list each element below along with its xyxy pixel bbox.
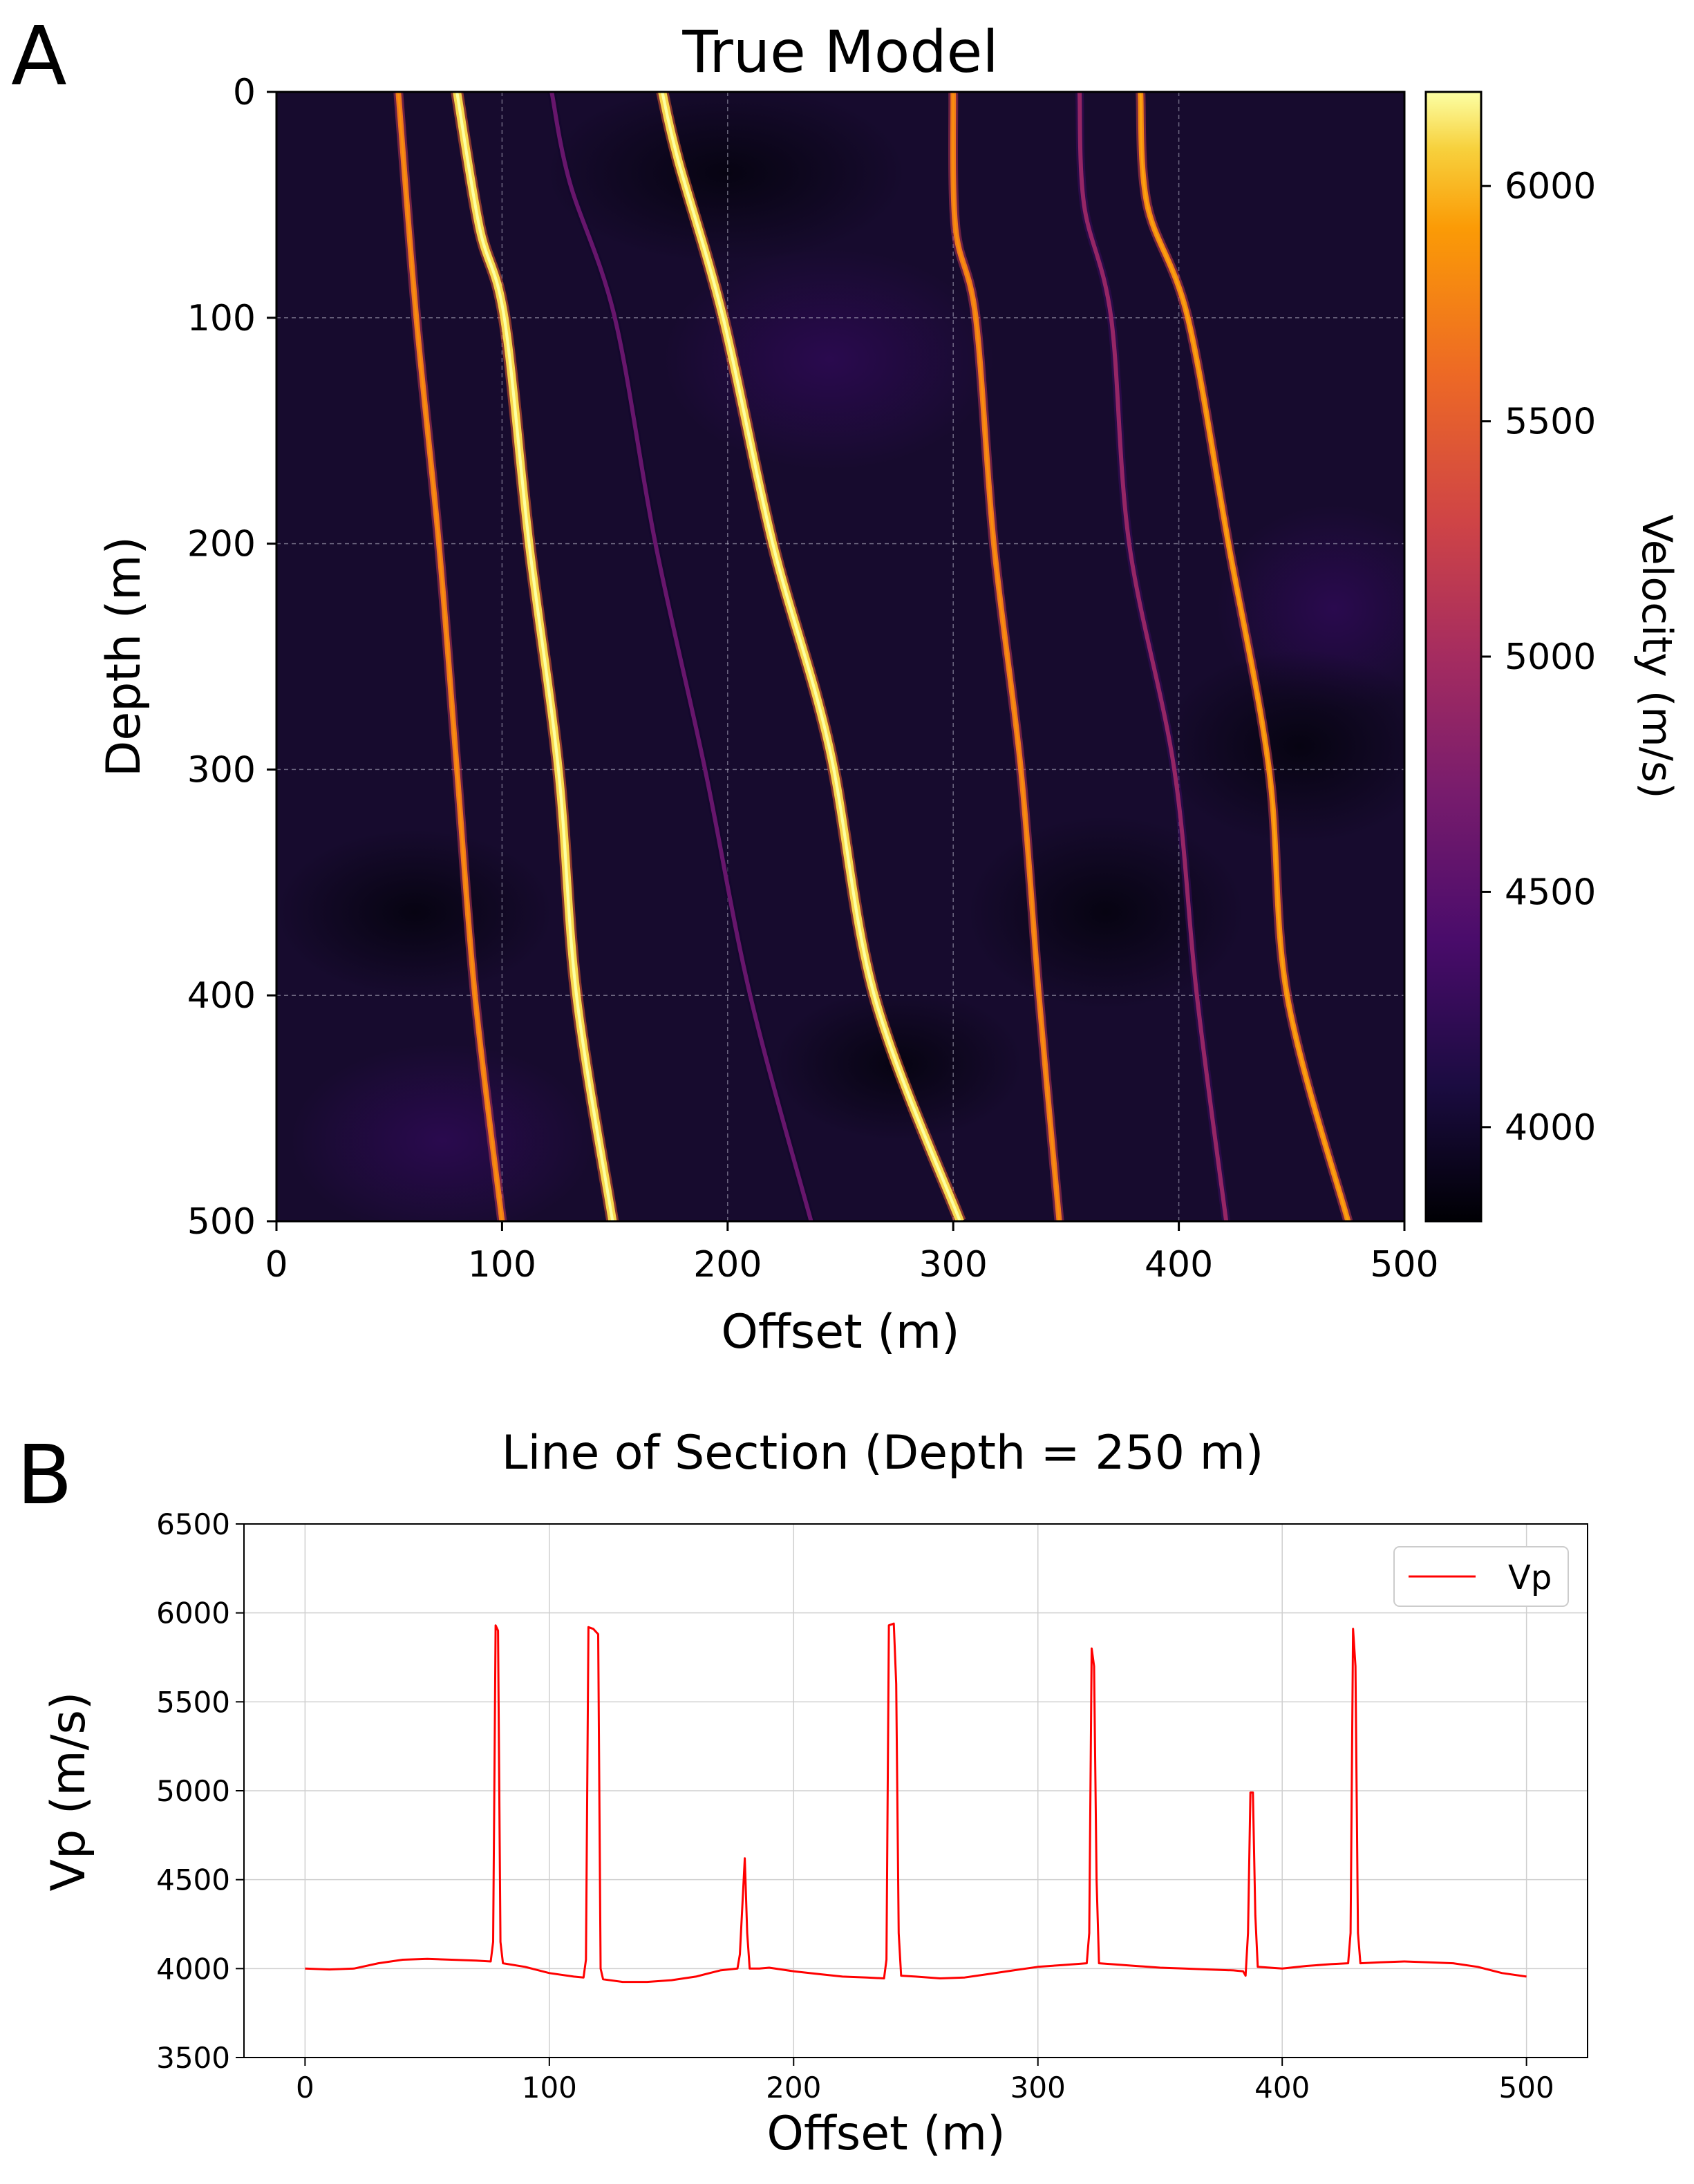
heatmap-fault-3 bbox=[547, 92, 816, 1221]
heatmap-fault-7 bbox=[1136, 92, 1353, 1221]
line-x-tick-label: 0 bbox=[296, 2071, 314, 2105]
heatmap-fault-4 bbox=[656, 92, 966, 1221]
line-y-tick-label: 5000 bbox=[156, 1774, 230, 1808]
heatmap-x-tick-label: 500 bbox=[1370, 1244, 1438, 1286]
line-chart-title: Line of Section (Depth = 250 m) bbox=[502, 1426, 1264, 1480]
line-y-tick-label: 6000 bbox=[156, 1597, 230, 1630]
line-y-tick-label: 3500 bbox=[156, 2041, 230, 2075]
texture-blob bbox=[290, 1044, 594, 1221]
line-x-label: Offset (m) bbox=[766, 2107, 1005, 2161]
heatmap-x-tick-label: 400 bbox=[1145, 1244, 1213, 1286]
legend-box bbox=[1393, 1546, 1569, 1607]
texture-blob bbox=[1161, 650, 1404, 843]
line-y-tick-label: 4000 bbox=[156, 1952, 230, 1986]
heatmap-fault-5 bbox=[948, 92, 1064, 1221]
legend-label-vp: Vp bbox=[1508, 1559, 1552, 1597]
line-y-tick-label: 4500 bbox=[156, 1863, 230, 1897]
legend: Vp bbox=[1393, 1546, 1569, 1607]
heatmap-x-tick-label: 0 bbox=[265, 1244, 288, 1286]
heatmap-y-tick-label: 300 bbox=[187, 749, 256, 791]
layer-core bbox=[952, 92, 1061, 1221]
heatmap-y-tick-label: 0 bbox=[233, 72, 256, 113]
colorbar-gradient bbox=[1424, 91, 1483, 1223]
texture-blob bbox=[546, 92, 905, 263]
line-y-axis: 3500 4000 4500 5000 5500 6000 6500 bbox=[156, 1507, 244, 2075]
layer-core bbox=[455, 92, 614, 1221]
line-y-tick-label: 5500 bbox=[156, 1685, 230, 1719]
heatmap-x-label: Offset (m) bbox=[721, 1305, 959, 1359]
line-series bbox=[305, 1622, 1527, 1984]
layer-core bbox=[397, 92, 503, 1221]
colorbar-tick-label: 6000 bbox=[1505, 166, 1596, 207]
heatmap-x-axis: 0 100 200 300 400 500 bbox=[265, 1221, 1439, 1286]
layer-line bbox=[549, 92, 813, 1221]
heatmap-fault-1 bbox=[393, 92, 507, 1221]
colorbar-label: Velocity (m/s) bbox=[1632, 514, 1681, 798]
panel-a-letter: A bbox=[11, 8, 67, 104]
panel-b-letter: B bbox=[17, 1427, 73, 1523]
heatmap-x-tick-label: 200 bbox=[693, 1244, 762, 1286]
line-x-tick-label: 100 bbox=[522, 2071, 577, 2105]
heatmap-fault-6 bbox=[1075, 92, 1231, 1221]
colorbar: 4000 4500 5000 5500 6000 Velocity (m/s) bbox=[1424, 91, 1681, 1223]
panel-a: True Model 0 100 200 300 400 500 0 100 200 300 40… bbox=[97, 18, 1681, 1359]
line-x-tick-label: 400 bbox=[1254, 2071, 1310, 2105]
texture-blob bbox=[968, 816, 1244, 1009]
colorbar-tick-label: 5000 bbox=[1505, 637, 1596, 678]
heatmap-plot-area bbox=[275, 91, 1406, 1223]
heatmap-x-tick-label: 100 bbox=[468, 1244, 536, 1286]
heatmap-y-tick-label: 200 bbox=[187, 524, 256, 565]
series-vp-line bbox=[305, 1622, 1527, 1984]
line-y-tick-label: 6500 bbox=[156, 1507, 230, 1541]
heatmap-title: True Model bbox=[681, 18, 998, 86]
line-y-label: Vp (m/s) bbox=[41, 1692, 96, 1892]
heatmap-grid bbox=[276, 92, 1404, 1221]
layer-core bbox=[661, 92, 961, 1221]
heatmap-layers bbox=[393, 92, 1353, 1221]
heatmap-y-tick-label: 100 bbox=[187, 298, 256, 339]
texture-blob bbox=[276, 829, 553, 995]
heatmap-y-tick-label: 500 bbox=[187, 1201, 256, 1243]
line-x-axis: 0 100 200 300 400 500 bbox=[296, 2058, 1554, 2105]
colorbar-tick-label: 5500 bbox=[1505, 402, 1596, 443]
heatmap-y-label: Depth (m) bbox=[97, 536, 151, 777]
colorbar-tick-label: 4000 bbox=[1505, 1107, 1596, 1149]
colorbar-tick-label: 4500 bbox=[1505, 872, 1596, 913]
colorbar-ticks: 4000 4500 5000 5500 6000 bbox=[1481, 166, 1596, 1149]
heatmap-y-axis: 0 100 200 300 400 500 bbox=[187, 72, 276, 1243]
heatmap-x-tick-label: 300 bbox=[919, 1244, 988, 1286]
heatmap-fault-2 bbox=[451, 92, 619, 1221]
line-x-tick-label: 200 bbox=[766, 2071, 821, 2105]
layer-line bbox=[1077, 92, 1229, 1221]
panel-b: Line of Section (Depth = 250 m) 0 100 200 3… bbox=[41, 1426, 1588, 2161]
heatmap-frame bbox=[275, 91, 1406, 1223]
line-x-tick-label: 500 bbox=[1499, 2071, 1554, 2105]
line-x-tick-label: 300 bbox=[1010, 2071, 1066, 2105]
heatmap-y-tick-label: 400 bbox=[187, 975, 256, 1017]
layer-core bbox=[1139, 92, 1349, 1221]
